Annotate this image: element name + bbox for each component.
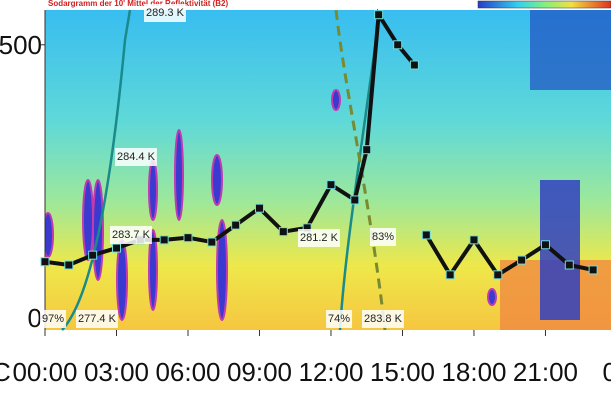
temperature-curve: [61, 9, 132, 331]
data-point: [564, 260, 574, 270]
data-point: [445, 270, 455, 280]
data-point: [350, 195, 360, 205]
data-point: [278, 227, 288, 237]
data-point: [493, 270, 503, 280]
x-tick-label: 09:00: [227, 357, 292, 387]
series: [40, 8, 598, 280]
data-point: [254, 203, 264, 213]
annotation-box: [115, 148, 157, 166]
data-point: [326, 180, 336, 190]
data-point: [393, 40, 403, 50]
annotation-box: [326, 310, 353, 328]
annotation-box: [298, 229, 340, 247]
data-point: [517, 255, 527, 265]
x-tick-label: 00: [602, 357, 611, 387]
y-tick-label: 500: [0, 30, 42, 60]
annotation: 277.4 K: [78, 313, 117, 325]
data-point: [88, 250, 98, 260]
y-tick-label: 0: [28, 303, 42, 333]
data-point: [111, 243, 121, 253]
data-point: [183, 233, 193, 243]
annotation-box: [76, 310, 118, 328]
x-tick-label: 21:00: [513, 357, 578, 387]
data-point: [374, 10, 384, 20]
data-point: [421, 230, 431, 240]
x-tick-label: 12:00: [298, 357, 363, 387]
data-point: [64, 260, 74, 270]
x-tick-label: 15:00: [370, 357, 435, 387]
annotation-box: [370, 228, 397, 246]
annotation: 284.4 K: [117, 151, 156, 163]
data-point: [231, 220, 241, 230]
data-point: [540, 240, 550, 250]
heatmap: [45, 10, 611, 330]
x-tick-label: 00:00: [12, 357, 77, 387]
data-point: [362, 145, 372, 155]
humidity-curve: [334, 9, 387, 331]
annotation: 281.2 K: [300, 232, 339, 244]
data-point: [40, 257, 50, 267]
annotation: 283.8 K: [364, 313, 403, 325]
x-tick-label: 03:00: [84, 357, 149, 387]
colorbar: [477, 0, 611, 9]
annotation-box: [362, 310, 404, 328]
x-edge-label: C: [0, 357, 11, 387]
data-point: [409, 60, 419, 70]
annotation: 283.7 K: [112, 229, 151, 241]
x-tick-label: 06:00: [155, 357, 220, 387]
annotation-box: [144, 4, 186, 22]
x-tick-label: 18:00: [441, 357, 506, 387]
data-point: [469, 235, 479, 245]
annotation: 289.3 K: [146, 7, 185, 19]
annotation-box: [110, 226, 152, 244]
data-point: [159, 235, 169, 245]
annotation: 83%: [372, 231, 394, 243]
annotation: 74%: [328, 313, 350, 325]
annotation-box: [40, 310, 67, 328]
chart-title: Sodargramm der 10' Mittel der Reflektivi…: [48, 0, 229, 8]
data-point: [588, 265, 598, 275]
data-point: [207, 237, 217, 247]
annotation: 97%: [42, 313, 64, 325]
